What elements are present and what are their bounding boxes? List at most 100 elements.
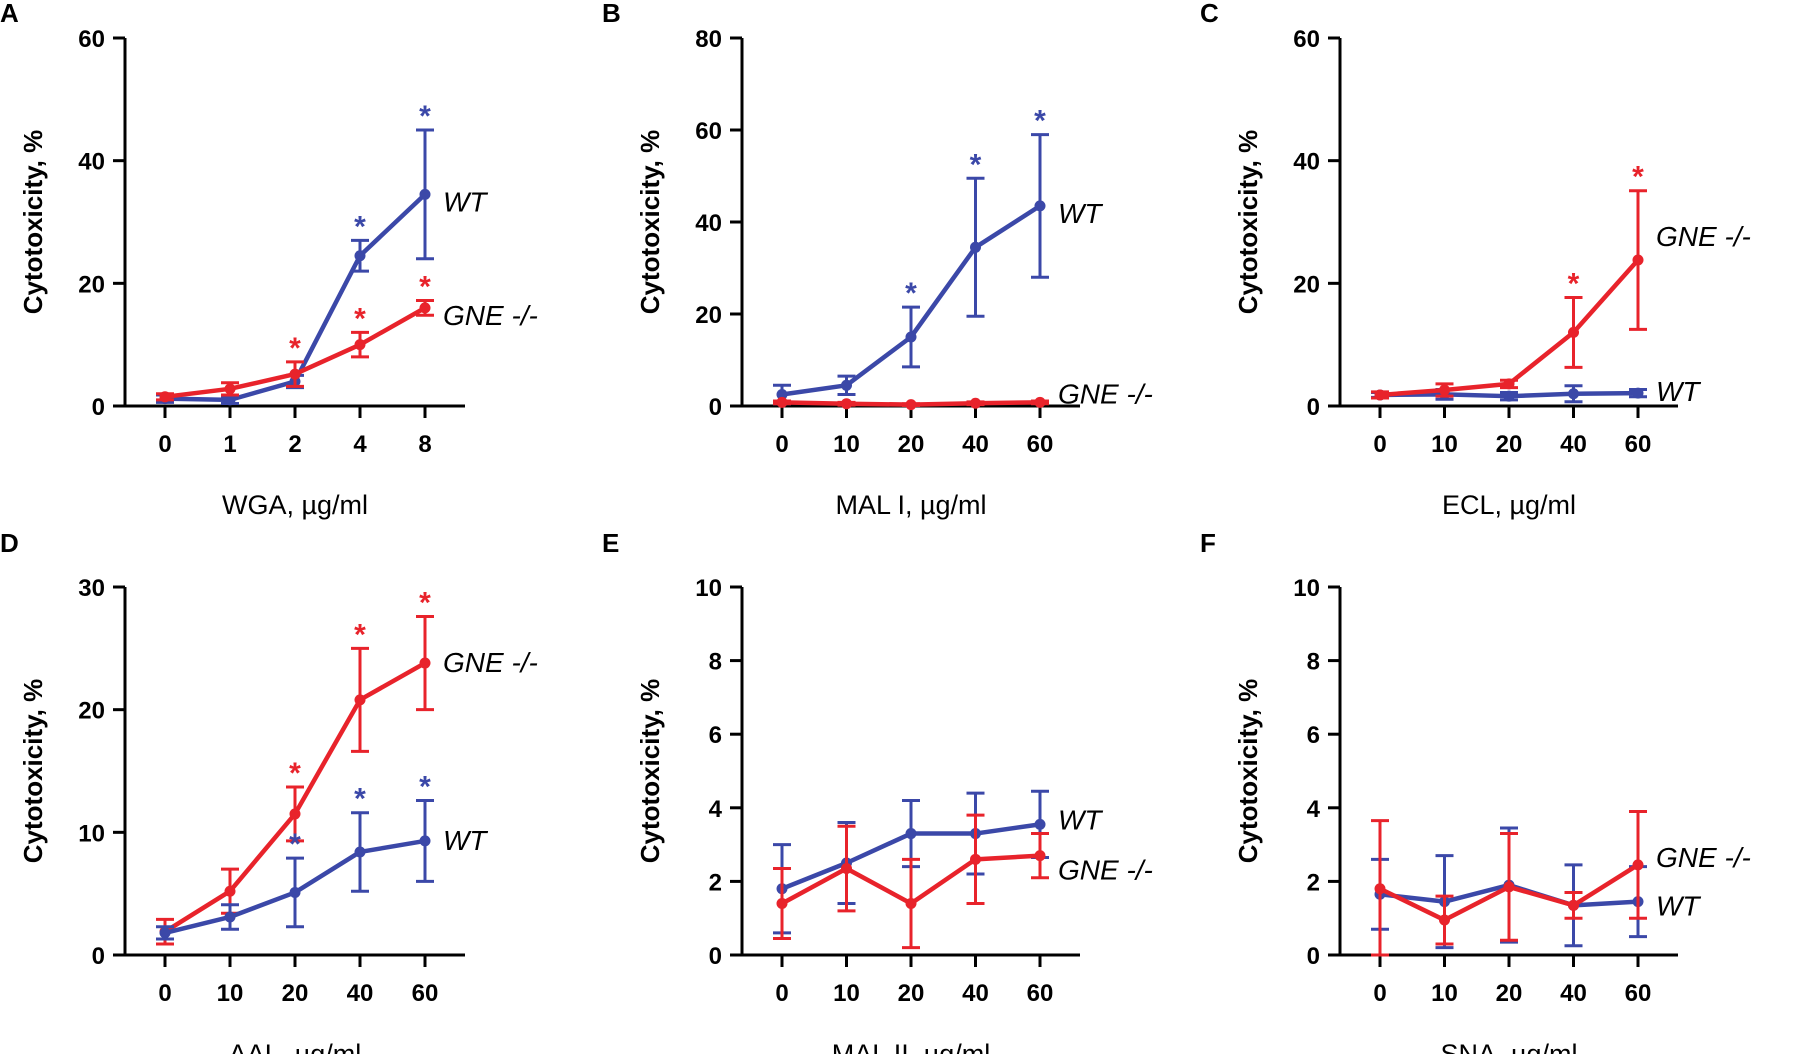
- y-tick-label: 80: [695, 26, 722, 53]
- significance-star: *: [354, 618, 366, 651]
- x-tick-label: 60: [1027, 980, 1054, 1007]
- y-tick-label: 4: [709, 796, 723, 823]
- data-point: [905, 331, 917, 343]
- series-label: GNE -/-: [443, 300, 538, 331]
- series-label: GNE -/-: [1656, 221, 1751, 252]
- data-point: [289, 368, 301, 380]
- x-tick-label: 1: [223, 431, 236, 458]
- data-point: [905, 897, 917, 909]
- x-tick-label: 20: [1496, 431, 1523, 458]
- data-point: [776, 389, 788, 400]
- data-point: [159, 391, 171, 403]
- y-tick-label: 20: [78, 271, 105, 298]
- series-gne: * * * GNE -/-: [156, 586, 538, 946]
- series-label: WT: [1656, 376, 1701, 407]
- y-tick-label: 20: [695, 302, 722, 329]
- y-axis-title: Cytotoxicity, %: [1233, 679, 1263, 863]
- x-tick-label: 40: [1560, 431, 1587, 458]
- x-tick-label: 0: [1373, 980, 1386, 1007]
- data-point: [1503, 378, 1515, 390]
- y-tick-label: 4: [1307, 796, 1321, 823]
- panel-f: F 0 2 4 6 8 10 0 10 20 40 60 Cytotoxicity, % SNA, µg/…: [1200, 528, 1751, 1054]
- x-axis-title: MAL I, µg/ml: [835, 490, 986, 520]
- series-line: [1379, 258, 1640, 398]
- data-point: [419, 657, 431, 669]
- data-point: [224, 394, 236, 406]
- data-point: [970, 241, 981, 253]
- x-tick-label: 10: [1431, 980, 1458, 1007]
- y-tick-label: 10: [1293, 575, 1320, 602]
- panel-d: D 0 10 20 30 0 10 20 40 60 Cytotoxicity, % AAL, µg/…: [0, 528, 538, 1054]
- data-point: [1439, 384, 1450, 396]
- x-tick-label: 20: [898, 431, 925, 458]
- x-tick-label: 20: [898, 980, 925, 1007]
- panel-b: B 0 20 40 60 80 0 10 20 40 60 Cytotoxicity, % MAL I,…: [602, 0, 1153, 520]
- x-axis-title: WGA, µg/ml: [222, 490, 368, 520]
- panel-letter: C: [1200, 0, 1219, 28]
- significance-star: *: [289, 332, 301, 365]
- series-gne: * * * GNE -/-: [156, 271, 538, 403]
- y-tick-label: 40: [1293, 149, 1320, 176]
- y-tick-label: 2: [709, 869, 722, 896]
- series-label: GNE -/-: [443, 647, 538, 678]
- data-point: [776, 396, 788, 408]
- data-point: [970, 853, 981, 865]
- series-wt: WT: [1371, 826, 1701, 950]
- significance-star: *: [354, 210, 366, 243]
- series-gne: GNE -/-: [773, 378, 1153, 411]
- y-tick-label: 20: [1293, 271, 1320, 298]
- x-axis-title: SNA, µg/ml: [1440, 1039, 1577, 1054]
- x-tick-label: 0: [1373, 431, 1386, 458]
- series-label: GNE -/-: [1058, 378, 1153, 409]
- y-tick-label: 0: [92, 943, 105, 970]
- panel-letter: A: [0, 0, 19, 28]
- data-point: [419, 835, 431, 847]
- data-point: [159, 927, 171, 939]
- y-tick-label: 30: [78, 575, 105, 602]
- x-tick-label: 10: [833, 431, 860, 458]
- y-tick-label: 0: [1307, 394, 1320, 421]
- y-axis-title: Cytotoxicity, %: [18, 130, 48, 314]
- x-tick-label: 40: [962, 980, 989, 1007]
- significance-star: *: [419, 100, 431, 133]
- panel-letter: F: [1200, 528, 1216, 558]
- y-tick-label: 6: [1307, 722, 1320, 749]
- significance-star: *: [1034, 105, 1046, 138]
- x-tick-label: 20: [282, 980, 309, 1007]
- y-tick-label: 60: [1293, 26, 1320, 53]
- x-axis-title: ECL, µg/ml: [1442, 490, 1576, 520]
- y-axis-title: Cytotoxicity, %: [18, 679, 48, 863]
- data-point: [354, 339, 366, 351]
- significance-star: *: [1568, 267, 1580, 300]
- data-point: [419, 188, 431, 200]
- series-label: WT: [1058, 804, 1103, 835]
- data-point: [905, 399, 917, 411]
- x-tick-label: 40: [347, 980, 374, 1007]
- series-label: GNE -/-: [1058, 855, 1153, 886]
- y-tick-label: 20: [78, 698, 105, 725]
- data-point: [1568, 388, 1579, 400]
- series-gne: GNE -/-: [1371, 809, 1751, 957]
- series-label: WT: [443, 825, 488, 856]
- x-tick-label: 8: [418, 431, 431, 458]
- x-tick-label: 40: [962, 431, 989, 458]
- data-point: [354, 846, 366, 858]
- significance-star: *: [289, 757, 301, 790]
- significance-star: *: [354, 783, 366, 816]
- significance-star: *: [289, 828, 301, 861]
- y-tick-label: 0: [709, 394, 722, 421]
- y-tick-label: 10: [695, 575, 722, 602]
- data-point: [354, 250, 366, 262]
- data-point: [776, 897, 788, 909]
- y-tick-label: 8: [1307, 649, 1320, 676]
- data-point: [1632, 254, 1644, 266]
- series-wt: * * * WT: [156, 770, 488, 941]
- x-tick-label: 0: [775, 431, 788, 458]
- series-wt: WT: [773, 789, 1103, 935]
- x-tick-label: 60: [1027, 431, 1054, 458]
- data-point: [1503, 881, 1515, 893]
- panel-letter: B: [602, 0, 621, 28]
- data-point: [1568, 326, 1579, 338]
- series-gne: GNE -/-: [773, 813, 1153, 950]
